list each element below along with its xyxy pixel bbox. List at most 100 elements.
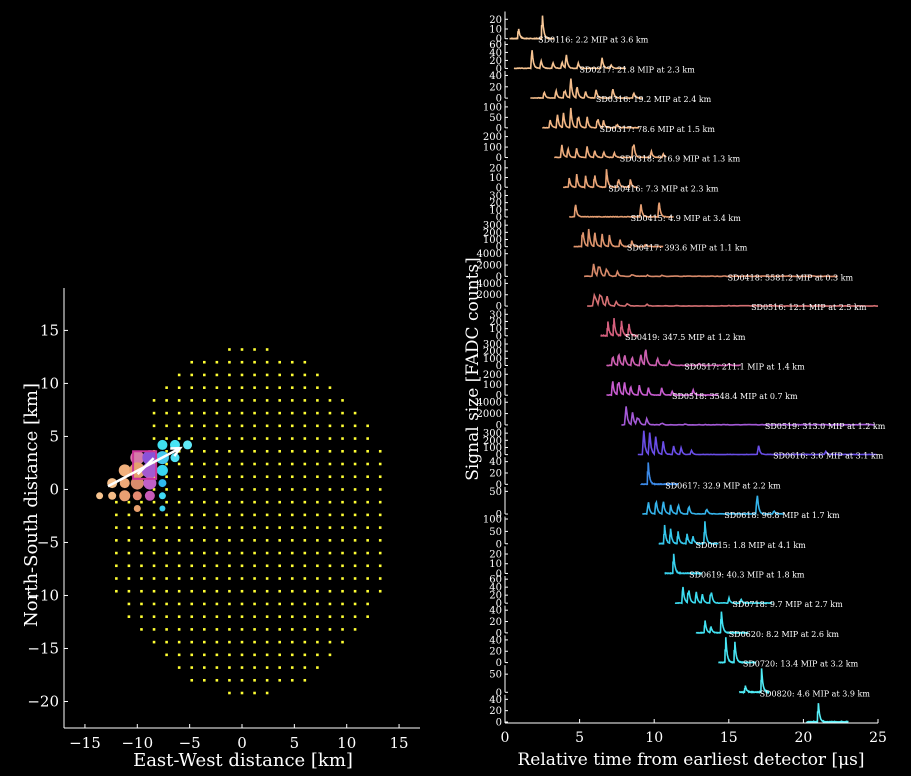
hit-detector [157,439,168,450]
array-detector [290,628,294,631]
array-detector [265,373,269,377]
array-detector [140,589,143,593]
array-detector [190,678,194,682]
array-detector [278,437,281,440]
array-detector [190,539,194,542]
array-detector [341,539,344,542]
array-detector [303,513,307,517]
array-detector [316,564,319,568]
trace-y-tick-label: 0 [496,539,502,550]
detector-map: −15 −10 −5 0 5 10 15 15 10 5 0 −5 −10 −15 −20 East-Wes… [21,288,420,771]
trace-line [530,78,643,100]
traces-x-tick-label: 25 [869,730,887,746]
array-detector [328,386,332,389]
traces-x-tick-label: 5 [575,730,584,746]
array-detector [115,551,118,555]
array-detector [190,386,194,389]
array-detector [265,615,269,618]
array-detector [190,577,194,580]
trace-label: SD0618: 96.8 MIP at 1.7 km [724,511,840,520]
array-detector [240,602,244,606]
array-detector [253,577,256,580]
array-detector [140,577,143,580]
array-detector [203,539,206,542]
array-detector [303,615,307,618]
trace-axes: 0 5 10 15 20 25 [501,719,887,746]
array-detector [278,411,281,415]
array-detector [228,628,231,631]
array-detector [366,577,369,580]
array-detector [278,564,281,568]
trace-y-tick-label: 100 [483,354,502,365]
array-detector [215,500,219,504]
array-detector [303,628,307,631]
array-detector [278,615,281,618]
array-detector [165,564,168,568]
array-detector [303,411,307,415]
array-detector [228,449,231,453]
array-detector [253,475,256,479]
trace-y-tick-label: 20 [489,550,502,561]
array-detector [228,475,231,479]
array-detector [278,602,281,606]
array-detector [265,411,269,415]
array-detector [378,577,382,580]
trace-y-tick-label: 20 [489,198,502,209]
array-detector [341,449,344,453]
array-detector [140,551,143,555]
array-detector [165,577,168,580]
array-detector [353,589,357,593]
array-detector [353,475,357,479]
array-detector [316,628,319,631]
hit-detector [133,505,141,513]
array-detector [190,449,194,453]
array-detector [316,640,319,644]
array-detector [265,577,269,580]
array-detector [353,411,357,415]
array-detector [240,399,244,402]
array-detector [278,373,281,377]
trace-label: SD0419: 347.5 MIP at 1.2 km [625,333,746,342]
array-detector [366,589,369,593]
array-detector [190,615,194,618]
array-detector [127,500,131,504]
array-detector [303,373,307,377]
trace-y-tick-label: 200 [483,436,502,447]
array-detector [278,462,281,466]
array-detector [152,513,156,517]
hit-detector [170,453,180,463]
trace-label: SD0620: 8.2 MIP at 2.6 km [729,630,840,639]
array-detector [228,564,231,568]
array-detector [290,373,294,377]
array-detector [177,513,181,517]
trace-line [600,318,639,338]
trace-y-tick-label: 100 [483,443,502,454]
map-y-tick-label: −15 [27,639,59,657]
trace-line [606,381,719,397]
array-detector [203,615,206,618]
trace-label: SD0718: 9.7 MIP at 2.7 km [732,600,843,609]
array-detector [303,551,307,555]
array-detector [278,500,281,504]
trace-y-tick-label: 40 [489,48,502,59]
hit-detector [183,440,193,450]
trace-label: SD0617: 32.9 MIP at 2.2 km [665,481,781,490]
array-detector [215,577,219,580]
array-detector [228,551,231,555]
array-detector [278,539,281,542]
trace-line [664,553,703,576]
trace-y-tick-label: 40 [489,635,502,646]
array-detector [341,640,344,644]
array-detector [228,577,231,580]
array-detector [228,526,231,529]
array-detector [165,488,168,491]
array-detector [265,564,269,568]
array-detector [303,653,307,657]
trace-line [805,703,849,724]
array-detector [316,424,319,428]
